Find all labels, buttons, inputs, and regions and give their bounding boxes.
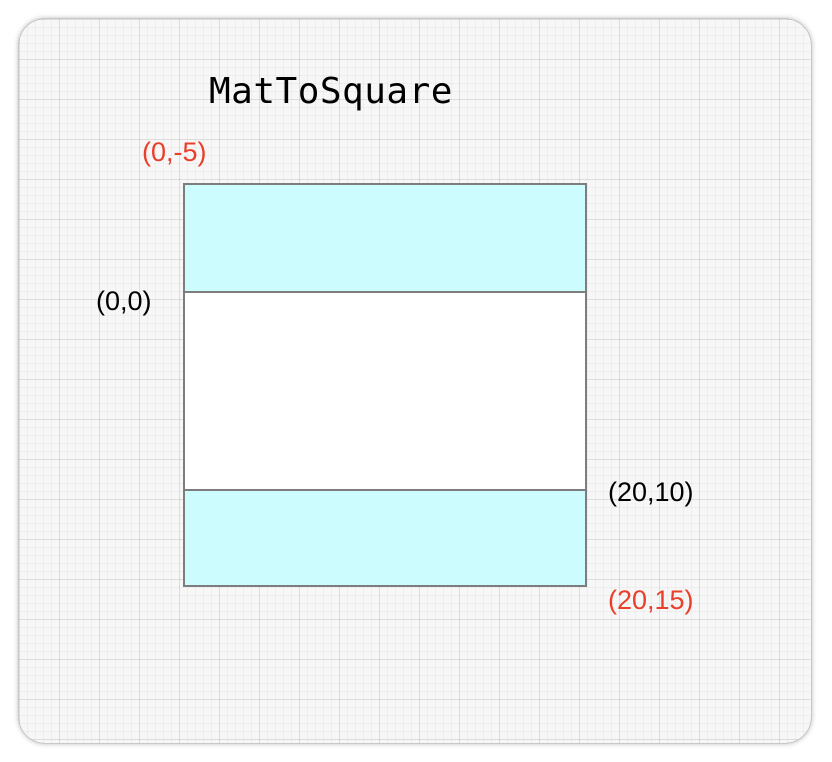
bottom-padding-band — [183, 489, 587, 587]
label-original-end-corner: (20,10) — [608, 477, 694, 507]
diagram-title: MatToSquare — [209, 71, 453, 112]
top-padding-band — [183, 183, 587, 293]
label-bottom-padded-corner: (20,15) — [608, 585, 694, 615]
original-matrix-region — [183, 291, 587, 492]
label-origin-corner: (0,0) — [96, 286, 152, 316]
label-top-padded-corner: (0,-5) — [142, 137, 207, 167]
